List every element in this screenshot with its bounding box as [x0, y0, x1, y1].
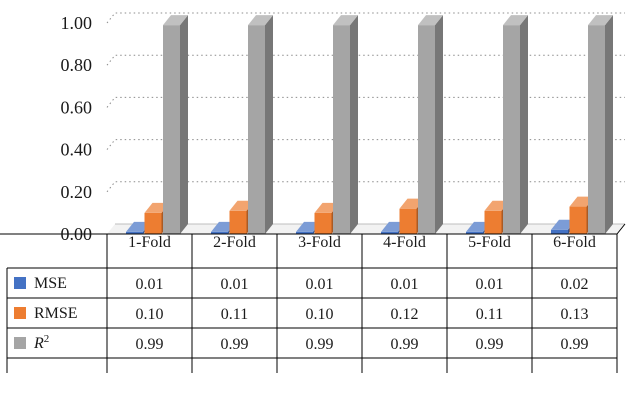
table-cell: 0.11	[221, 306, 248, 323]
bar-side	[605, 15, 613, 234]
table-cell: 0.99	[391, 336, 419, 353]
bar-front	[588, 25, 605, 234]
table-cell: 0.99	[476, 336, 504, 353]
bar-front	[503, 25, 520, 234]
bar-front	[248, 25, 265, 234]
floor-right-edge	[616, 223, 626, 235]
legend-label-sup: 2	[44, 333, 50, 345]
y-tick-label: 0.40	[61, 140, 93, 160]
table-cell: 0.01	[391, 276, 419, 293]
data-table: 1-Fold 2-Fold 3-Fold 4-Fold 5-Fold 6-Fold MSE 0…	[6, 233, 618, 373]
bar-front	[484, 210, 502, 234]
table-cell: 0.02	[561, 276, 589, 293]
bar-front	[144, 212, 162, 234]
legend-label-main: R	[33, 335, 44, 352]
y-tick-label: 0.20	[61, 182, 93, 202]
table-cell: 0.99	[306, 336, 334, 353]
legend-swatch-mse	[14, 277, 26, 289]
table-cell: 0.01	[476, 276, 504, 293]
bar-front	[314, 212, 332, 234]
bar-r2-1-fold	[163, 15, 188, 234]
bar-front	[211, 231, 228, 234]
bar-side	[265, 15, 273, 234]
table-cell: 0.10	[306, 306, 334, 323]
bar-top	[503, 15, 528, 26]
legend-swatch-rmse	[14, 307, 26, 319]
bar-front	[229, 210, 247, 234]
legend-label-mse: MSE	[34, 275, 67, 292]
table-cell: 0.11	[476, 306, 503, 323]
bar-top	[163, 15, 188, 26]
category-label: 2-Fold	[213, 234, 256, 251]
bar-front	[399, 208, 417, 234]
y-tick-label: 1.00	[61, 13, 93, 33]
bar-side	[520, 15, 528, 234]
category-label: 6-Fold	[553, 234, 596, 251]
table-cell: 0.01	[306, 276, 334, 293]
bar-front	[466, 231, 483, 234]
category-label: 4-Fold	[383, 234, 426, 251]
bar-front	[296, 231, 313, 234]
table-cell: 0.99	[136, 336, 164, 353]
bar-top	[418, 15, 443, 26]
legend-swatch-r2	[14, 337, 26, 349]
table-cell: 0.10	[136, 306, 164, 323]
bar-side	[350, 15, 358, 234]
legend-label-rmse: RMSE	[34, 305, 78, 322]
bar-r2-6-fold	[588, 15, 613, 234]
table-cell: 0.01	[221, 276, 249, 293]
bar-r2-3-fold	[333, 15, 358, 234]
table-cell: 0.99	[561, 336, 589, 353]
bar-front	[126, 231, 143, 234]
table-cell: 0.12	[391, 306, 419, 323]
bars	[126, 15, 613, 234]
bar-front	[551, 229, 568, 234]
bar-top	[248, 15, 273, 26]
bar-r2-2-fold	[248, 15, 273, 234]
category-label: 3-Fold	[298, 234, 341, 251]
category-label: 5-Fold	[468, 234, 511, 251]
legend-label-r2: R2	[33, 333, 49, 352]
bar-r2-4-fold	[418, 15, 443, 234]
bar-front	[418, 25, 435, 234]
y-tick-label: 0.60	[61, 97, 93, 117]
table-cell: 0.01	[136, 276, 164, 293]
category-label: 1-Fold	[128, 234, 171, 251]
table-cell: 0.99	[221, 336, 249, 353]
bar-front	[381, 231, 398, 234]
y-tick-label: 0.00	[61, 224, 93, 244]
bar-side	[180, 15, 188, 234]
bar-r2-5-fold	[503, 15, 528, 234]
bar-front	[333, 25, 350, 234]
table-cell: 0.13	[561, 306, 589, 323]
bar-top	[588, 15, 613, 26]
bar-front	[163, 25, 180, 234]
bar-front	[569, 206, 587, 234]
bar-top	[333, 15, 358, 26]
bar-side	[435, 15, 443, 234]
y-tick-label: 0.80	[61, 55, 93, 75]
